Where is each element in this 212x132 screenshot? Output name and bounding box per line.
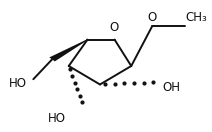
Text: HO: HO [9,77,27,90]
Polygon shape [49,39,88,61]
Text: CH₃: CH₃ [186,11,207,24]
Text: O: O [109,21,118,34]
Text: HO: HO [48,112,66,125]
Text: O: O [148,11,157,24]
Text: OH: OH [162,81,180,94]
